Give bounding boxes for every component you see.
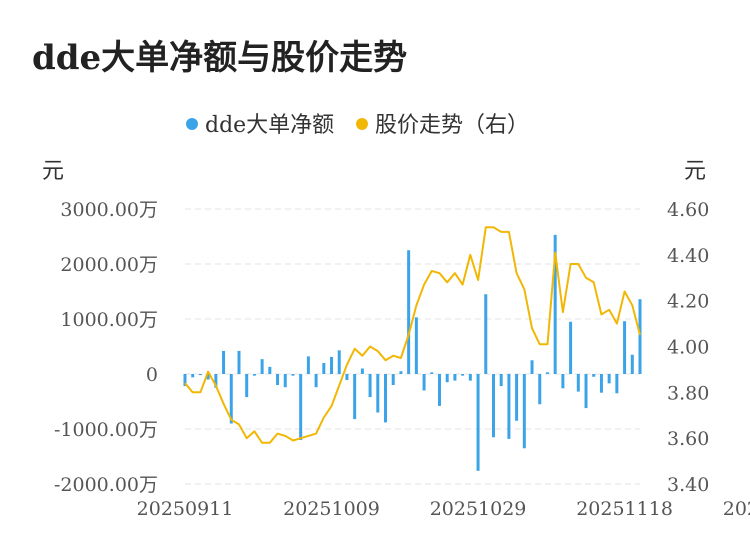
left-tick-label: 1000.00万 (60, 309, 158, 331)
bar[interactable] (553, 234, 557, 374)
line-series (184, 226, 641, 444)
bar[interactable] (545, 372, 549, 374)
bar[interactable] (522, 374, 526, 449)
right-tick-label: 4.60 (667, 199, 709, 221)
x-tick-label: 20251029 (430, 498, 527, 520)
bar[interactable] (592, 374, 596, 377)
bar[interactable] (330, 356, 334, 374)
bar[interactable] (345, 374, 349, 381)
bar[interactable] (291, 374, 295, 376)
bar[interactable] (584, 374, 588, 409)
bar[interactable] (530, 360, 534, 374)
x-axis-ticks: 20250911 20251009 20251029 20251118 20251208 (137, 498, 750, 520)
bar[interactable] (422, 374, 426, 391)
right-tick-label: 4.20 (667, 291, 709, 313)
bar[interactable] (268, 366, 272, 374)
bar[interactable] (337, 350, 341, 374)
bar-series (183, 234, 642, 471)
legend-label-dde[interactable]: dde大单净额 (205, 113, 334, 138)
bar[interactable] (414, 317, 418, 374)
bar[interactable] (198, 374, 202, 376)
bar[interactable] (299, 374, 303, 440)
bar[interactable] (623, 321, 627, 374)
right-tick-label: 4.00 (667, 337, 709, 359)
right-tick-label: 3.40 (667, 474, 709, 496)
legend-dot-price (356, 118, 368, 130)
bar[interactable] (484, 294, 488, 374)
right-axis-ticks: 4.60 4.40 4.20 4.00 3.80 3.60 3.40 (667, 199, 709, 496)
bar[interactable] (260, 359, 264, 374)
bar[interactable] (214, 374, 218, 388)
bar[interactable] (191, 374, 195, 378)
left-tick-label: -2000.00万 (54, 474, 158, 496)
bar[interactable] (607, 374, 611, 384)
bar[interactable] (630, 354, 634, 374)
bar[interactable] (576, 374, 580, 392)
bar[interactable] (453, 374, 457, 381)
bar[interactable] (206, 374, 210, 380)
bar[interactable] (399, 371, 403, 374)
bar[interactable] (252, 374, 256, 376)
legend: dde大单净额 股价走势（右） (186, 113, 529, 138)
bar[interactable] (245, 374, 249, 398)
bar[interactable] (283, 374, 287, 388)
x-tick-label: 20250911 (137, 498, 234, 520)
left-tick-label: -1000.00万 (54, 419, 158, 441)
bar[interactable] (476, 374, 480, 471)
bar[interactable] (376, 374, 380, 413)
right-tick-label: 4.40 (667, 245, 709, 267)
bar[interactable] (353, 374, 357, 420)
legend-label-price[interactable]: 股价走势（右） (375, 113, 529, 138)
bar[interactable] (569, 321, 573, 374)
bar[interactable] (615, 374, 619, 394)
bar[interactable] (384, 374, 388, 423)
left-axis-ticks: 3000.00万 2000.00万 1000.00万 0 -1000.00万 -2000.… (54, 199, 158, 496)
bar[interactable] (314, 374, 318, 388)
x-tick-label: 20251118 (576, 498, 673, 520)
bar[interactable] (599, 374, 603, 393)
x-tick-label: 20251009 (283, 498, 380, 520)
bar[interactable] (222, 350, 226, 374)
bar[interactable] (437, 374, 441, 406)
bar[interactable] (538, 374, 542, 405)
bar[interactable] (276, 374, 280, 385)
bar[interactable] (229, 374, 233, 424)
bar[interactable] (499, 374, 503, 387)
bar[interactable] (360, 368, 364, 375)
page-title: dde大单净额与股价走势 (32, 38, 408, 78)
bar[interactable] (183, 374, 187, 387)
bar[interactable] (306, 356, 310, 374)
left-axis-unit: 元 (42, 159, 64, 184)
right-tick-label: 3.80 (667, 382, 709, 404)
bar[interactable] (237, 350, 241, 374)
bar[interactable] (430, 372, 434, 374)
bar[interactable] (368, 374, 372, 398)
bar[interactable] (445, 374, 449, 383)
left-tick-label: 3000.00万 (60, 199, 158, 221)
left-tick-label: 0 (146, 364, 158, 386)
right-axis-unit: 元 (684, 159, 706, 184)
legend-dot-dde (186, 118, 198, 130)
bar[interactable] (391, 374, 395, 385)
bar[interactable] (491, 374, 495, 438)
bar[interactable] (515, 374, 519, 421)
bar[interactable] (461, 374, 465, 376)
bar[interactable] (507, 374, 511, 439)
right-tick-label: 3.60 (667, 428, 709, 450)
left-tick-label: 2000.00万 (60, 254, 158, 276)
bar[interactable] (407, 250, 411, 374)
x-tick-label: 20251208 (723, 498, 750, 520)
bar[interactable] (561, 374, 565, 389)
bar[interactable] (638, 299, 642, 374)
bar[interactable] (468, 374, 472, 381)
price-line[interactable] (184, 226, 641, 444)
bar[interactable] (322, 363, 326, 374)
